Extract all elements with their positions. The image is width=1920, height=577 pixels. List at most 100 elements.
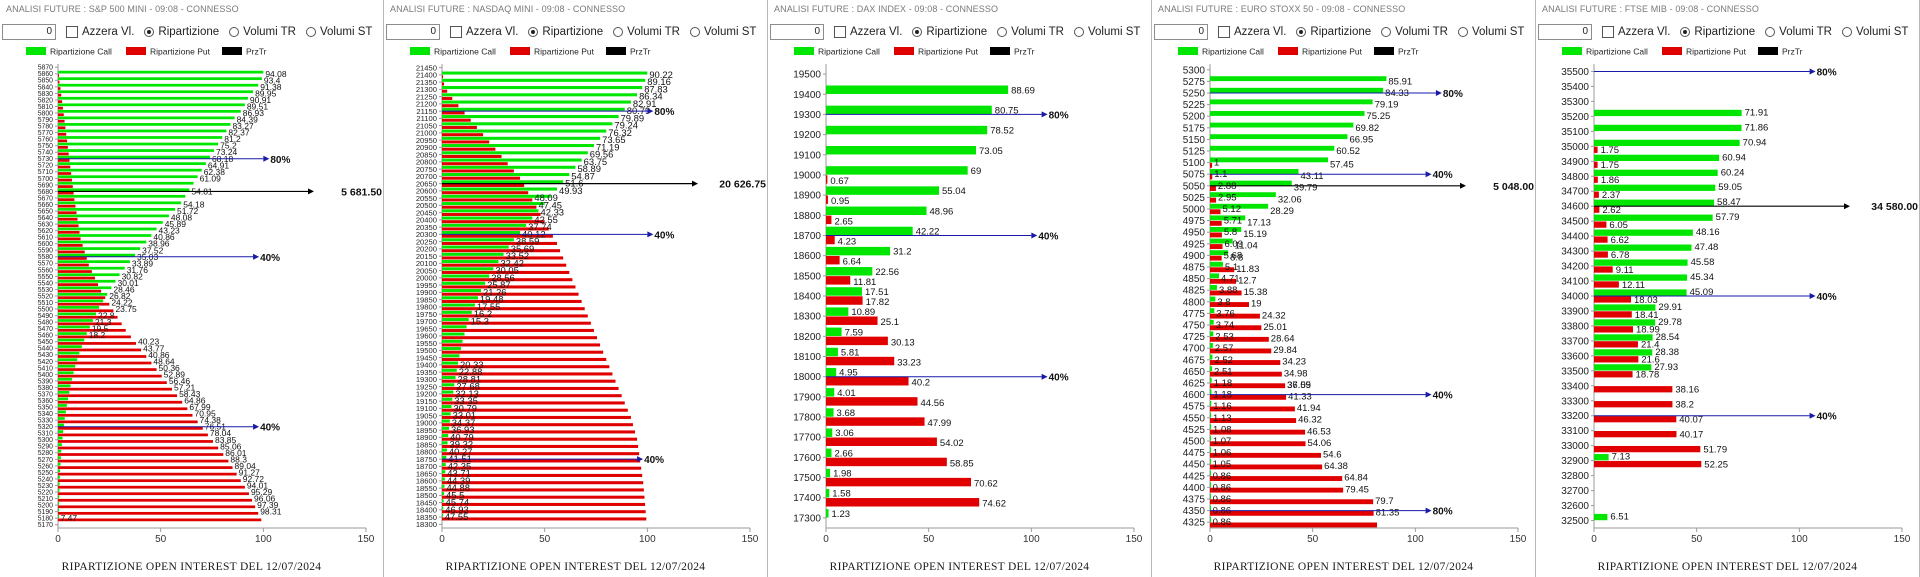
y-tick-label: 19000 xyxy=(416,419,437,428)
y-tick-label: 5720 xyxy=(38,163,53,170)
call-bar xyxy=(58,260,130,264)
ripartizione-radio[interactable] xyxy=(1680,27,1691,37)
y-tick-label: 20950 xyxy=(416,136,437,145)
reset-checkbox[interactable] xyxy=(66,26,78,38)
call-value-label: 57.79 xyxy=(1716,212,1740,223)
call-bar xyxy=(826,509,829,518)
reset-label: Azzera Vl. xyxy=(850,26,903,38)
put-bar xyxy=(58,374,162,378)
reset-checkbox[interactable] xyxy=(834,26,846,38)
ripartizione-radio[interactable] xyxy=(144,27,155,37)
bar-value-label: 1.13 xyxy=(1213,413,1232,424)
call-bar xyxy=(442,289,482,293)
reset-checkbox[interactable] xyxy=(450,26,462,38)
volumi-st-radio[interactable] xyxy=(306,27,316,37)
put-value-label: 40.2 xyxy=(912,378,931,389)
put-bar xyxy=(442,444,639,448)
volumi-st-radio[interactable] xyxy=(690,27,700,37)
y-tick-label: 4900 xyxy=(1183,251,1206,262)
legend-swatch xyxy=(894,47,914,55)
ripartizione-radio[interactable] xyxy=(528,27,539,37)
volumi-tr-radio[interactable] xyxy=(1765,27,1776,37)
volumi-tr-radio[interactable] xyxy=(1381,27,1392,37)
reference-label: 80% xyxy=(1817,67,1837,78)
volumi-st-radio[interactable] xyxy=(1842,27,1852,37)
volumi-st-radio[interactable] xyxy=(1074,27,1084,37)
call-bar xyxy=(1594,454,1609,461)
call-bar xyxy=(442,296,478,300)
volumi-tr-radio[interactable] xyxy=(229,27,240,37)
call-bar xyxy=(442,115,619,119)
call-bar xyxy=(58,469,61,473)
call-bar xyxy=(58,443,62,447)
put-bar xyxy=(826,356,895,366)
y-tick-label: 33800 xyxy=(1561,321,1589,332)
put-value-label: 47.99 xyxy=(928,418,952,429)
bar-value-label: 90.91 xyxy=(250,95,272,105)
call-bar xyxy=(58,319,93,322)
volumi-tr-label: Volumi TR xyxy=(1779,26,1832,38)
put-bar xyxy=(1594,431,1677,438)
bar-value-label: 3.76 xyxy=(1216,308,1235,319)
put-bar xyxy=(1210,197,1217,203)
put-bar xyxy=(58,276,95,280)
bar-value-label: 30.79 xyxy=(453,402,477,413)
reference-label: 40% xyxy=(260,253,280,264)
reference-arrow xyxy=(647,231,654,238)
put-bar xyxy=(442,285,576,289)
reference-label: 40% xyxy=(654,230,674,241)
bar-value-label: 52.89 xyxy=(164,369,186,379)
y-tick-label: 18200 xyxy=(793,332,821,343)
put-bar xyxy=(442,220,545,224)
call-bar xyxy=(826,327,842,337)
call-bar xyxy=(1210,192,1276,198)
y-tick-label: 19250 xyxy=(416,382,437,391)
value-input[interactable]: 0 xyxy=(1538,24,1592,40)
bar-value-label: 47.55 xyxy=(445,511,469,522)
bar-value-label: 62.38 xyxy=(204,167,226,177)
ripartizione-radio[interactable] xyxy=(912,27,923,37)
put-bar xyxy=(1210,522,1378,528)
ripartizione-radio[interactable] xyxy=(1296,27,1307,37)
call-bar xyxy=(1210,470,1211,476)
call-bar xyxy=(442,93,638,97)
call-bar xyxy=(442,412,451,416)
put-bar xyxy=(442,372,613,376)
legend-swatch xyxy=(1374,47,1394,55)
value-input[interactable]: 0 xyxy=(1154,24,1208,40)
bar-value-label: 43.11 xyxy=(1301,171,1324,182)
value-input[interactable]: 0 xyxy=(770,24,824,40)
volumi-tr-radio[interactable] xyxy=(613,27,624,37)
panel-title: ANALISI FUTURE : NASDAQ MINI - 09:08 - C… xyxy=(390,4,626,14)
y-tick-label: 5700 xyxy=(38,176,53,183)
y-tick-label: 4450 xyxy=(1183,460,1206,471)
prztr-label: 34 580.00 xyxy=(1871,201,1918,213)
y-tick-label: 20200 xyxy=(416,245,437,254)
put-value-label: 38.16 xyxy=(1675,385,1699,396)
bar-value-label: 60.52 xyxy=(1336,146,1360,157)
put-bar xyxy=(1594,386,1673,393)
call-bar xyxy=(442,202,545,206)
bar-value-label: 30.05 xyxy=(495,265,519,276)
call-bar xyxy=(58,390,70,394)
call-bar xyxy=(826,85,1009,94)
x-tick-label: 50 xyxy=(155,534,167,545)
call-bar xyxy=(1210,319,1214,325)
x-tick-label: 0 xyxy=(823,534,829,545)
call-bar xyxy=(442,347,461,351)
value-input[interactable]: 0 xyxy=(386,24,440,40)
reset-checkbox[interactable] xyxy=(1602,26,1614,38)
volumi-st-radio[interactable] xyxy=(1458,27,1468,37)
reset-checkbox[interactable] xyxy=(1218,26,1230,38)
put-bar xyxy=(1594,371,1633,378)
call-bar xyxy=(1210,250,1229,256)
reference-label: 80% xyxy=(1049,110,1069,121)
put-value-label: 38.2 xyxy=(1675,400,1694,411)
x-tick-label: 50 xyxy=(539,534,551,545)
volumi-tr-radio[interactable] xyxy=(997,27,1008,37)
y-tick-label: 4975 xyxy=(1183,216,1206,227)
volumi-tr-label: Volumi TR xyxy=(627,26,680,38)
call-value-label: 69 xyxy=(971,166,982,177)
y-tick-label: 5660 xyxy=(38,202,53,209)
value-input[interactable]: 0 xyxy=(2,24,56,40)
